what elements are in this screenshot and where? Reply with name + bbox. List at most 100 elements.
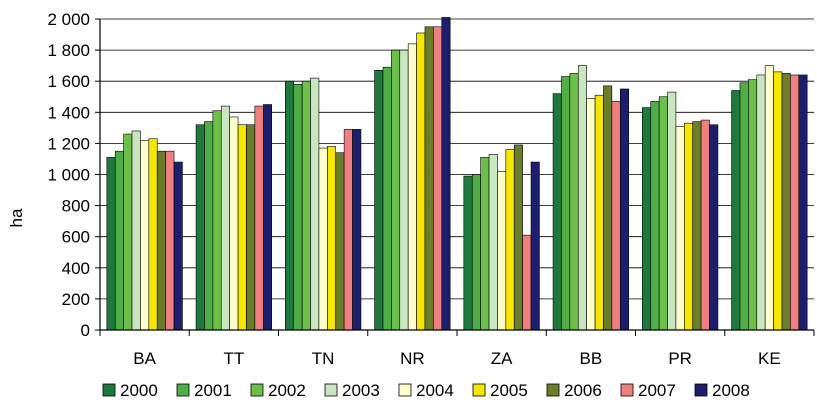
legend-label-2004: 2004 (416, 381, 454, 400)
legend-label-2001: 2001 (194, 381, 232, 400)
legend: 2000 2001 2002 2003 2004 2005 2006 2007 2008 (103, 381, 750, 400)
x-tick-label-ba: BA (133, 349, 156, 368)
bar-nr-2000 (375, 70, 383, 330)
bar-ba-2001 (115, 151, 123, 330)
bar-ke-2008 (799, 75, 807, 330)
bar-tt-2002 (213, 111, 221, 330)
x-tick-label-nr: NR (400, 349, 425, 368)
bar-bb-2007 (612, 101, 620, 330)
bar-za-2001 (472, 175, 480, 331)
bar-nr-2008 (442, 17, 450, 330)
bar-ba-2004 (140, 140, 148, 330)
bar-nr-2001 (383, 67, 391, 330)
bar-bb-2005 (595, 95, 603, 330)
bar-pr-2006 (693, 122, 701, 330)
bar-pr-2001 (651, 101, 659, 330)
legend-swatch-2000 (103, 384, 115, 396)
x-tick-label-pr: PR (668, 349, 692, 368)
bar-tn-2000 (285, 81, 293, 330)
legend-swatch-2007 (621, 384, 633, 396)
bar-ke-2007 (790, 75, 798, 330)
bar-tt-2000 (196, 125, 204, 330)
bar-za-2008 (531, 162, 539, 330)
legend-swatch-2002 (251, 384, 263, 396)
legend-label-2007: 2007 (638, 381, 676, 400)
bar-bb-2008 (620, 89, 628, 330)
bar-za-2006 (514, 145, 522, 330)
bar-ke-2005 (774, 72, 782, 330)
y-tick-label: 0 (81, 321, 90, 340)
bar-tt-2006 (246, 125, 254, 330)
y-tick-label: 1 800 (47, 41, 90, 60)
bar-tn-2002 (302, 81, 310, 330)
legend-swatch-2005 (473, 384, 485, 396)
bar-ke-2004 (765, 66, 773, 330)
bar-tt-2003 (221, 106, 229, 330)
bar-tn-2001 (294, 84, 302, 330)
y-tick-label: 1 000 (47, 166, 90, 185)
legend-swatch-2006 (547, 384, 559, 396)
bar-za-2000 (464, 176, 472, 330)
legend-swatch-2003 (325, 384, 337, 396)
bar-za-2002 (481, 157, 489, 330)
legend-label-2005: 2005 (490, 381, 528, 400)
bar-tn-2006 (336, 153, 344, 330)
bar-pr-2005 (684, 123, 692, 330)
bar-ke-2002 (748, 80, 756, 330)
legend-label-2006: 2006 (564, 381, 602, 400)
bar-bb-2001 (561, 77, 569, 330)
bar-tn-2003 (311, 78, 319, 330)
legend-label-2000: 2000 (120, 381, 158, 400)
bar-tt-2004 (230, 117, 238, 330)
y-tick-label: 1 400 (47, 103, 90, 122)
bar-tn-2005 (327, 147, 335, 330)
y-tick-label: 1 200 (47, 134, 90, 153)
x-tick-label-tt: TT (223, 349, 244, 368)
bar-nr-2007 (433, 27, 441, 330)
bar-ba-2003 (132, 131, 140, 330)
bar-za-2007 (523, 235, 531, 330)
bar-pr-2008 (710, 125, 718, 330)
x-tick-label-bb: BB (580, 349, 603, 368)
bar-bb-2003 (578, 66, 586, 330)
bar-ba-2002 (124, 134, 132, 330)
legend-swatch-2008 (695, 384, 707, 396)
bar-tn-2007 (344, 129, 352, 330)
x-tick-label-za: ZA (491, 349, 513, 368)
bar-ke-2006 (782, 73, 790, 330)
bar-bb-2004 (587, 98, 595, 330)
y-tick-labels: 0 200 400 600 800 1 000 1 200 1 400 1 600 1 800 2 … (47, 10, 90, 340)
y-tick-label: 400 (62, 259, 90, 278)
bar-tt-2005 (238, 125, 246, 330)
legend-swatch-2004 (399, 384, 411, 396)
bar-tt-2007 (255, 106, 263, 330)
y-tick-label: 2 000 (47, 10, 90, 29)
legend-label-2008: 2008 (712, 381, 750, 400)
bar-pr-2000 (642, 108, 650, 330)
bar-tt-2008 (263, 105, 271, 330)
bar-pr-2003 (668, 92, 676, 330)
bar-za-2004 (497, 171, 505, 330)
bar-tn-2004 (319, 148, 327, 330)
legend-label-2002: 2002 (268, 381, 306, 400)
bar-pr-2002 (659, 97, 667, 330)
bar-pr-2004 (676, 126, 684, 330)
bar-nr-2004 (408, 44, 416, 330)
bar-bb-2000 (553, 94, 561, 330)
bar-nr-2006 (425, 27, 433, 330)
bar-ba-2008 (174, 162, 182, 330)
bar-pr-2007 (701, 120, 709, 330)
bar-ke-2001 (740, 83, 748, 330)
legend-label-2003: 2003 (342, 381, 380, 400)
bar-za-2003 (489, 154, 497, 330)
x-tick-label-tn: TN (312, 349, 335, 368)
bar-bb-2002 (570, 73, 578, 330)
bar-za-2005 (506, 150, 514, 330)
bar-ke-2000 (732, 91, 740, 330)
bar-ba-2000 (107, 157, 115, 330)
bar-bb-2006 (603, 86, 611, 330)
bar-nr-2002 (391, 50, 399, 330)
y-tick-label: 200 (62, 290, 90, 309)
